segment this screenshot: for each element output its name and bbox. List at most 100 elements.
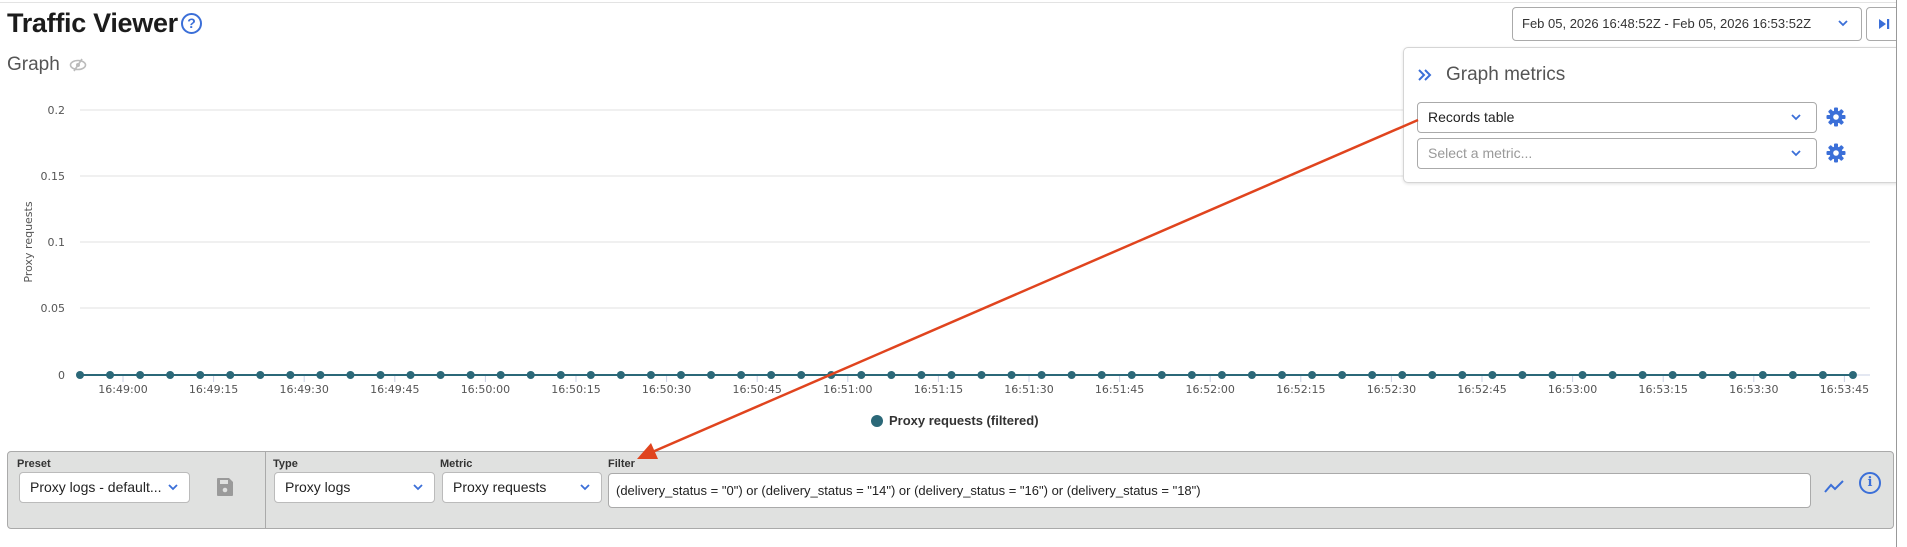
data-point[interactable] [1308, 371, 1317, 379]
data-point[interactable] [1638, 371, 1647, 379]
info-circle-icon[interactable]: i [1859, 472, 1881, 494]
data-point[interactable] [857, 371, 866, 379]
data-point[interactable] [1698, 371, 1707, 379]
data-point[interactable] [316, 371, 325, 379]
data-point[interactable] [1728, 371, 1737, 379]
chevron-down-icon [1791, 150, 1801, 157]
data-point[interactable] [977, 371, 986, 379]
svg-text:16:52:15: 16:52:15 [1276, 383, 1325, 396]
time-range-select[interactable]: Feb 05, 2026 16:48:52Z - Feb 05, 2026 16… [1512, 7, 1862, 41]
data-point[interactable] [1848, 371, 1857, 379]
data-point[interactable] [256, 371, 265, 379]
data-point[interactable] [1338, 371, 1347, 379]
data-point[interactable] [586, 371, 595, 379]
data-point[interactable] [1548, 371, 1557, 379]
line-chart-icon[interactable] [1824, 479, 1844, 493]
data-point[interactable] [406, 371, 415, 379]
data-point[interactable] [917, 371, 926, 379]
graph-metrics-panel: Graph metrics Records table Select a met… [1403, 47, 1901, 183]
data-point[interactable] [496, 371, 505, 379]
data-point[interactable] [346, 371, 355, 379]
data-point[interactable] [1488, 371, 1497, 379]
data-point[interactable] [1187, 371, 1196, 379]
data-point[interactable] [466, 371, 475, 379]
question-circle-icon[interactable]: ? [181, 13, 202, 34]
data-point[interactable] [136, 371, 145, 379]
data-point[interactable] [526, 371, 535, 379]
preset-select[interactable]: Proxy logs - default... [19, 472, 190, 503]
data-point[interactable] [1127, 371, 1136, 379]
data-point[interactable] [1067, 371, 1076, 379]
data-point[interactable] [76, 371, 84, 379]
svg-text:0.2: 0.2 [48, 104, 66, 117]
metric-select-2[interactable]: Select a metric... [1417, 138, 1817, 169]
data-point[interactable] [1788, 371, 1797, 379]
data-point[interactable] [797, 371, 806, 379]
data-point[interactable] [1608, 371, 1617, 379]
data-point[interactable] [707, 371, 716, 379]
data-point[interactable] [376, 371, 385, 379]
svg-text:16:51:45: 16:51:45 [1095, 383, 1144, 396]
data-point[interactable] [1278, 371, 1286, 379]
gear-icon[interactable] [1826, 143, 1846, 163]
data-point[interactable] [737, 371, 746, 379]
svg-text:0.05: 0.05 [41, 302, 66, 315]
data-point[interactable] [226, 371, 235, 379]
svg-text:Proxy requests: Proxy requests [22, 201, 35, 282]
svg-text:16:50:30: 16:50:30 [642, 383, 691, 396]
data-point[interactable] [436, 371, 445, 379]
data-point[interactable] [1758, 371, 1767, 379]
chart-legend[interactable]: Proxy requests (filtered) [871, 413, 1039, 428]
data-point[interactable] [1578, 371, 1587, 379]
chevron-down-icon [580, 484, 590, 491]
chevron-down-icon [413, 484, 423, 491]
data-point[interactable] [887, 371, 896, 379]
chevron-down-icon [168, 484, 178, 491]
data-point[interactable] [1247, 371, 1256, 379]
svg-text:16:51:00: 16:51:00 [823, 383, 872, 396]
data-point[interactable] [1097, 371, 1106, 379]
gear-icon[interactable] [1826, 107, 1846, 127]
svg-text:0.15: 0.15 [41, 170, 66, 183]
svg-text:0.1: 0.1 [48, 236, 66, 249]
double-chevron-right-icon[interactable] [1417, 68, 1433, 82]
metric-select-value: Records table [1428, 109, 1515, 125]
type-label: Type [273, 458, 298, 470]
data-point[interactable] [677, 371, 685, 379]
data-point[interactable] [1037, 371, 1046, 379]
data-point[interactable] [767, 371, 776, 379]
svg-text:16:53:15: 16:53:15 [1638, 383, 1687, 396]
preset-value: Proxy logs - default... [30, 479, 162, 495]
eye-slash-icon[interactable] [69, 58, 87, 72]
metric-select[interactable]: Proxy requests [442, 472, 602, 503]
data-point[interactable] [1668, 371, 1677, 379]
data-point[interactable] [1398, 371, 1407, 379]
legend-marker [871, 414, 883, 427]
data-point[interactable] [286, 371, 295, 379]
type-select[interactable]: Proxy logs [274, 472, 435, 503]
data-point[interactable] [1818, 371, 1827, 379]
data-point[interactable] [1518, 371, 1527, 379]
floppy-disk-icon[interactable] [216, 477, 234, 497]
data-point[interactable] [827, 371, 836, 379]
y-axis-label: Proxy requests [22, 201, 35, 282]
data-point[interactable] [1368, 371, 1377, 379]
filter-input[interactable]: (delivery_status = "0") or (delivery_sta… [608, 473, 1811, 508]
data-point[interactable] [1217, 371, 1226, 379]
legend-label: Proxy requests (filtered) [889, 413, 1039, 428]
data-point[interactable] [166, 371, 175, 379]
data-point[interactable] [1157, 371, 1166, 379]
data-point[interactable] [556, 371, 565, 379]
data-point[interactable] [1458, 371, 1467, 379]
data-point[interactable] [1428, 371, 1437, 379]
metric-select-1[interactable]: Records table [1417, 102, 1817, 133]
data-point[interactable] [196, 371, 205, 379]
data-point[interactable] [1007, 371, 1016, 379]
query-bar-divider [265, 452, 266, 528]
data-point[interactable] [947, 371, 956, 379]
chevron-down-icon [1838, 20, 1848, 27]
data-point[interactable] [646, 371, 655, 379]
data-point[interactable] [106, 371, 115, 379]
top-border [0, 0, 1896, 3]
data-point[interactable] [616, 371, 625, 379]
